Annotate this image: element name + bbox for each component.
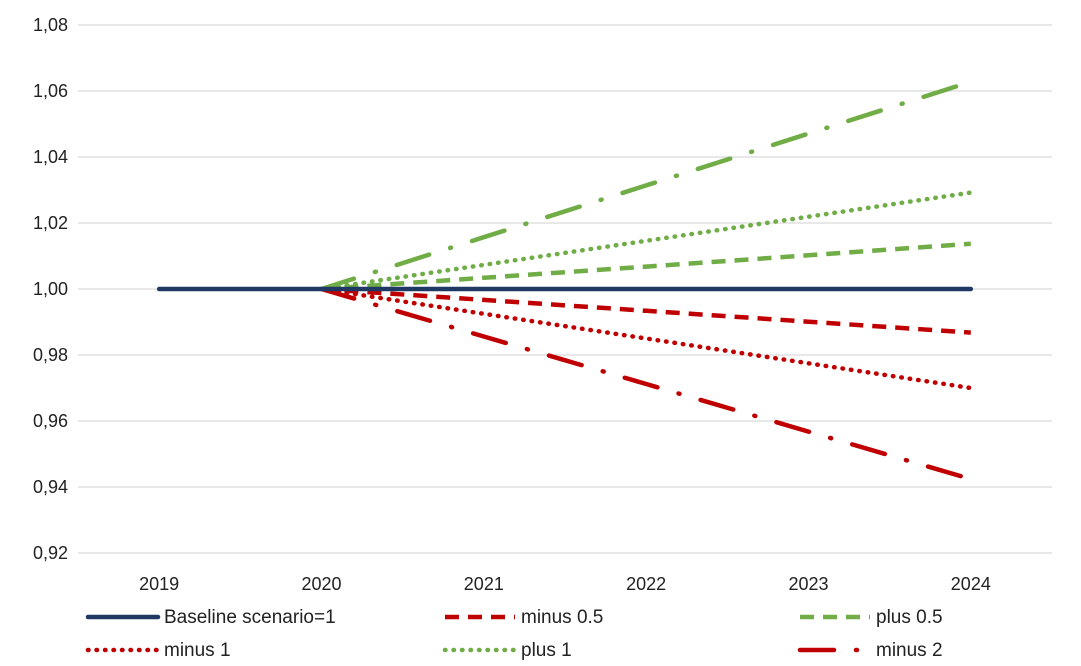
legend-label: plus 0.5: [876, 607, 943, 628]
x-tick-label: 2024: [951, 574, 991, 594]
legend-item: plus 1: [442, 640, 572, 661]
legend-item: minus 2: [797, 640, 943, 661]
x-tick-label: 2021: [464, 574, 504, 594]
legend: Baseline scenario=1 minus 0.5 plus 0.5 minu…: [85, 607, 943, 661]
y-tick-label: 0,98: [33, 345, 68, 365]
x-axis-tick-labels: 2019 2020 2021 2022 2023 2024: [139, 574, 991, 594]
legend-label: plus 1: [521, 640, 572, 661]
series-line: [319, 79, 974, 292]
series-line: [319, 286, 974, 391]
y-tick-label: 1,02: [33, 213, 68, 233]
series-line: [321, 241, 971, 292]
y-tick-label: 1,06: [33, 81, 68, 101]
y-tick-label: 1,08: [33, 15, 68, 35]
y-tick-label: 0,96: [33, 411, 68, 431]
legend-item: minus 0.5: [445, 607, 603, 628]
x-tick-label: 2020: [301, 574, 341, 594]
legend-label: minus 2: [876, 640, 943, 661]
y-tick-label: 1,04: [33, 147, 68, 167]
x-tick-label: 2023: [788, 574, 828, 594]
series-line: [319, 286, 974, 482]
y-tick-label: 0,94: [33, 477, 68, 497]
legend-item: minus 1: [85, 640, 231, 661]
y-axis-tick-labels: 0,92 0,94 0,96 0,98 1,00 1,02 1,04 1,06 1,08: [33, 15, 68, 563]
y-tick-label: 0,92: [33, 543, 68, 563]
x-tick-label: 2019: [139, 574, 179, 594]
x-tick-label: 2022: [626, 574, 666, 594]
series-line: [319, 190, 974, 292]
series-line: [321, 286, 971, 335]
legend-label: minus 0.5: [521, 607, 603, 628]
legend-label: minus 1: [164, 640, 231, 661]
y-tick-label: 1,00: [33, 279, 68, 299]
legend-label: Baseline scenario=1: [164, 607, 336, 628]
series-lines: [156, 79, 974, 482]
legend-item: Baseline scenario=1: [85, 607, 336, 628]
legend-item: plus 0.5: [800, 607, 943, 628]
